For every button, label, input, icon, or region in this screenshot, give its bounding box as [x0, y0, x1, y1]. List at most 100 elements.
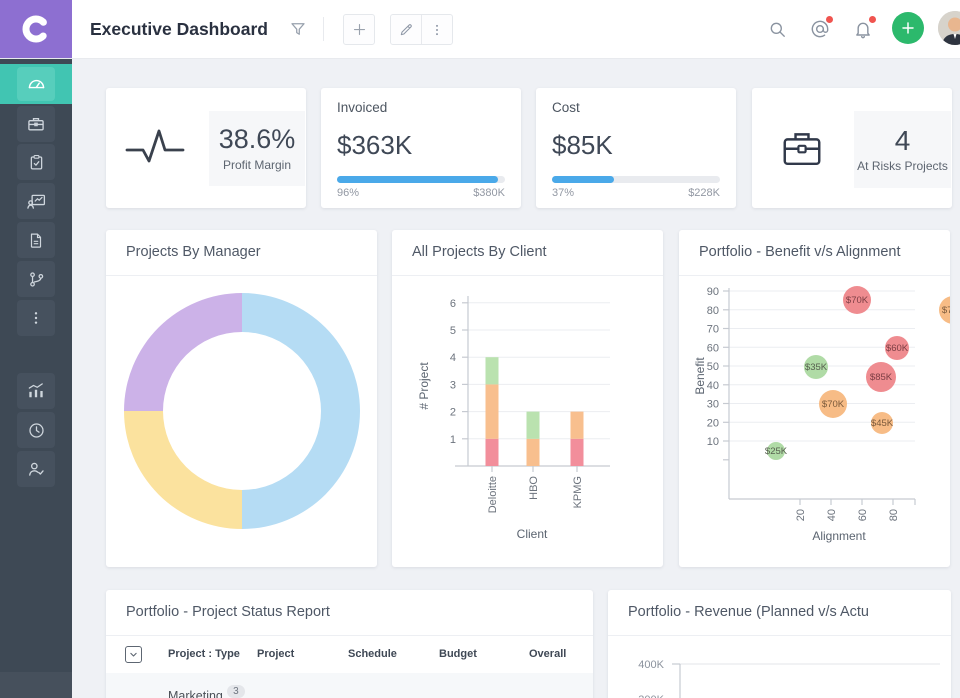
table-title: Portfolio - Project Status Report: [106, 590, 593, 636]
bubble-70k-red: [843, 286, 871, 314]
user-check-icon: [29, 462, 44, 476]
svg-text:20: 20: [707, 417, 719, 429]
logo-c-icon: [22, 15, 50, 43]
search-button[interactable]: [766, 18, 788, 40]
bar-category-labels: Deloitte HBO KPMG: [487, 476, 584, 514]
filter-icon: [291, 23, 305, 35]
stacked-bar-chart: 6 5 4 3 2 1: [417, 296, 610, 541]
bubble-35k: [804, 355, 828, 379]
svg-text:$75K: $75K: [942, 305, 950, 316]
plus-icon: [902, 22, 914, 34]
svg-text:HBO: HBO: [528, 476, 540, 500]
column-header-schedule[interactable]: Schedule: [348, 648, 397, 660]
cost-percent: 37%: [552, 187, 575, 199]
sidebar-item-boards[interactable]: [17, 183, 55, 219]
user-avatar[interactable]: [938, 11, 960, 45]
sidebar-item-documents[interactable]: [17, 222, 55, 258]
svg-text:$70K: $70K: [822, 399, 845, 410]
svg-text:5: 5: [450, 325, 456, 337]
sidebar-footer[interactable]: [0, 672, 72, 698]
svg-text:30: 30: [707, 399, 719, 411]
column-header-project[interactable]: Project: [257, 648, 295, 660]
edit-tools-group: [390, 14, 453, 45]
sidebar-item-projects[interactable]: [17, 106, 55, 142]
column-header-overall[interactable]: Overall: [529, 648, 567, 660]
chart-card-projects-by-client: All Projects By Client 6 5 4: [392, 230, 663, 567]
clock-icon: [28, 422, 44, 438]
create-new-button[interactable]: [892, 12, 924, 44]
pencil-icon: [400, 23, 412, 35]
at-risk-value: 4: [894, 124, 911, 156]
kpi-card-profit-margin: 38.6% Profit Margin: [106, 88, 306, 208]
sidebar-item-dashboard[interactable]: [0, 64, 72, 104]
git-branch-icon: [29, 271, 43, 287]
select-all-checkbox[interactable]: [125, 646, 142, 663]
invoiced-title: Invoiced: [337, 100, 388, 115]
sidebar-item-time[interactable]: [17, 412, 55, 448]
svg-text:70: 70: [707, 324, 719, 336]
chart-card-status-report: Portfolio - Project Status Report Projec…: [106, 590, 593, 698]
search-icon: [770, 22, 785, 37]
cost-progress-fill: [552, 176, 615, 183]
scatter-xtick-labels: 20 40 60 80: [795, 509, 900, 521]
bar-hbo: [526, 411, 540, 466]
column-header-budget[interactable]: Budget: [439, 648, 477, 660]
table-header-row: Project : Type Project Schedule Budget O…: [106, 635, 593, 674]
app-logo[interactable]: [0, 0, 72, 58]
sidebar-item-workflow[interactable]: [17, 261, 55, 297]
sidebar-item-reports[interactable]: [17, 373, 55, 409]
cost-target: $228K: [688, 187, 720, 199]
bar-deloitte: [485, 357, 499, 466]
kpi-card-at-risk: 4 At Risks Projects: [752, 88, 952, 208]
svg-text:$85K: $85K: [870, 372, 893, 383]
kpi-card-invoiced: Invoiced $363K 96% $380K: [321, 88, 521, 208]
svg-text:$35K: $35K: [805, 362, 828, 373]
sidebar-item-more[interactable]: [17, 300, 55, 336]
chart-title: Portfolio - Revenue (Planned v/s Actu: [608, 590, 951, 636]
page-title: Executive Dashboard: [90, 19, 268, 39]
cost-progress-track: [552, 176, 720, 183]
sidebar-item-approvals[interactable]: [17, 451, 55, 487]
invoiced-progress-track: [337, 176, 505, 183]
invoiced-percent: 96%: [337, 187, 360, 199]
add-widget-button[interactable]: [343, 14, 375, 45]
chart-title: Portfolio - Benefit v/s Alignment: [679, 230, 950, 276]
profit-margin-value: 38.6%: [218, 124, 296, 155]
donut-slice-1: [242, 293, 360, 529]
notifications-button[interactable]: [852, 16, 876, 40]
donut-chart: [124, 293, 360, 529]
revenue-chart: 400K 300K: [638, 659, 940, 698]
scatter-yaxis-label: Benefit: [693, 357, 707, 395]
sidebar-item-tasks[interactable]: [17, 144, 55, 180]
svg-text:$45K: $45K: [871, 418, 894, 429]
edit-group-divider: [421, 15, 422, 44]
bubble-75k-clipped: [939, 296, 950, 324]
at-risk-label: At Risks Projects: [857, 159, 948, 174]
bubble-45k: [871, 412, 893, 434]
edit-button[interactable]: [391, 15, 421, 44]
more-options-button[interactable]: [422, 15, 452, 44]
svg-text:$25K: $25K: [765, 446, 788, 457]
svg-text:80: 80: [888, 509, 900, 521]
svg-text:$70K: $70K: [846, 295, 869, 306]
bar-ytick-labels: 6 5 4 3 2 1: [450, 298, 456, 446]
bubble-chart: 90 80 70 60 50 40 30 20 10 20 40 60 80 $…: [693, 286, 950, 543]
svg-text:2: 2: [450, 407, 456, 419]
cost-progress-meta: 37% $228K: [552, 187, 720, 199]
cost-value: $85K: [552, 130, 613, 160]
table-row-marketing[interactable]: Marketing 3: [106, 673, 593, 698]
chart-title: All Projects By Client: [392, 230, 663, 276]
svg-text:80: 80: [707, 305, 719, 317]
donut-slice-2: [124, 411, 242, 529]
chart-title: Projects By Manager: [106, 230, 377, 276]
filter-button[interactable]: [287, 17, 309, 41]
column-header-project-type[interactable]: Project : Type: [168, 648, 240, 660]
svg-text:KPMG: KPMG: [572, 476, 584, 508]
bar-yaxis-label: # Project: [417, 362, 431, 410]
pulse-line-icon: [125, 129, 185, 163]
bar-xaxis-label: Client: [517, 527, 548, 541]
mentions-button[interactable]: [809, 16, 833, 40]
briefcase-icon: [28, 118, 44, 131]
invoiced-target: $380K: [473, 187, 505, 199]
